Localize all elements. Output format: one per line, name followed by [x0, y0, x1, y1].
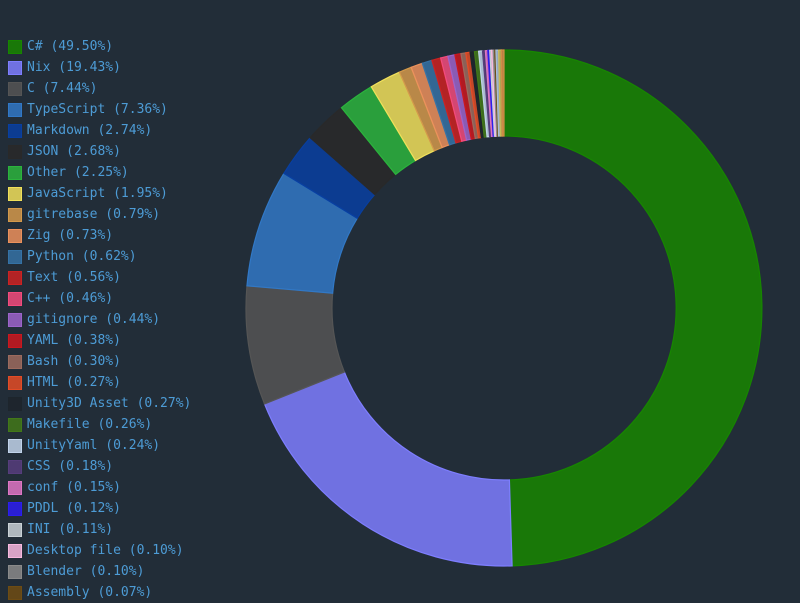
legend-label-unityyaml: UnityYaml (0.24%) — [27, 438, 161, 453]
legend-label-typescript: TypeScript (7.36%) — [27, 102, 168, 117]
legend-item-javascript[interactable]: JavaScript (1.95%) — [8, 183, 191, 204]
legend-swatch-markdown — [8, 123, 22, 138]
legend-swatch-other — [8, 165, 22, 180]
legend-swatch-makefile — [8, 417, 22, 432]
legend-item-desktop-file[interactable]: Desktop file (0.10%) — [8, 540, 191, 561]
legend-swatch-pddl — [8, 501, 22, 516]
legend-item-text[interactable]: Text (0.56%) — [8, 267, 191, 288]
legend-label-c: C (7.44%) — [27, 81, 98, 96]
legend-swatch-c — [8, 39, 22, 54]
legend-item-zig[interactable]: Zig (0.73%) — [8, 225, 191, 246]
legend-item-c[interactable]: C# (49.50%) — [8, 36, 191, 57]
chart-legend: C# (49.50%) Nix (19.43%) C (7.44%) TypeScri… — [8, 36, 191, 603]
legend-label-gitignore: gitignore (0.44%) — [27, 312, 161, 327]
legend-label-c: C++ (0.46%) — [27, 291, 114, 306]
legend-label-ini: INI (0.11%) — [27, 522, 114, 537]
legend-label-makefile: Makefile (0.26%) — [27, 417, 153, 432]
legend-item-unityyaml[interactable]: UnityYaml (0.24%) — [8, 435, 191, 456]
legend-item-python[interactable]: Python (0.62%) — [8, 246, 191, 267]
legend-swatch-json — [8, 144, 22, 159]
legend-item-c[interactable]: C++ (0.46%) — [8, 288, 191, 309]
legend-label-conf: conf (0.15%) — [27, 480, 121, 495]
legend-label-gitrebase: gitrebase (0.79%) — [27, 207, 161, 222]
legend-swatch-nix — [8, 60, 22, 75]
legend-swatch-assembly — [8, 585, 22, 600]
legend-item-blender[interactable]: Blender (0.10%) — [8, 561, 191, 582]
legend-swatch-text — [8, 270, 22, 285]
legend-swatch-ini — [8, 522, 22, 537]
legend-label-json: JSON (2.68%) — [27, 144, 121, 159]
legend-label-nix: Nix (19.43%) — [27, 60, 121, 75]
legend-swatch-python — [8, 249, 22, 264]
slice-c[interactable] — [503, 49, 763, 567]
legend-item-ini[interactable]: INI (0.11%) — [8, 519, 191, 540]
legend-swatch-bash — [8, 354, 22, 369]
legend-swatch-yaml — [8, 333, 22, 348]
legend-label-other: Other (2.25%) — [27, 165, 129, 180]
legend-item-other[interactable]: Other (2.25%) — [8, 162, 191, 183]
legend-swatch-css — [8, 459, 22, 474]
legend-swatch-c — [8, 81, 22, 96]
legend-item-conf[interactable]: conf (0.15%) — [8, 477, 191, 498]
legend-item-pddl[interactable]: PDDL (0.12%) — [8, 498, 191, 519]
legend-item-gitrebase[interactable]: gitrebase (0.79%) — [8, 204, 191, 225]
legend-label-markdown: Markdown (2.74%) — [27, 123, 153, 138]
legend-swatch-zig — [8, 228, 22, 243]
legend-item-bash[interactable]: Bash (0.30%) — [8, 351, 191, 372]
legend-label-css: CSS (0.18%) — [27, 459, 114, 474]
legend-item-css[interactable]: CSS (0.18%) — [8, 456, 191, 477]
legend-swatch-html — [8, 375, 22, 390]
legend-item-markdown[interactable]: Markdown (2.74%) — [8, 120, 191, 141]
legend-item-makefile[interactable]: Makefile (0.26%) — [8, 414, 191, 435]
slice-unlisted-3[interactable] — [500, 49, 505, 137]
legend-label-bash: Bash (0.30%) — [27, 354, 121, 369]
legend-item-yaml[interactable]: YAML (0.38%) — [8, 330, 191, 351]
legend-item-json[interactable]: JSON (2.68%) — [8, 141, 191, 162]
legend-swatch-typescript — [8, 102, 22, 117]
legend-label-html: HTML (0.27%) — [27, 375, 121, 390]
legend-label-yaml: YAML (0.38%) — [27, 333, 121, 348]
legend-label-pddl: PDDL (0.12%) — [27, 501, 121, 516]
legend-label-desktop-file: Desktop file (0.10%) — [27, 543, 184, 558]
legend-label-zig: Zig (0.73%) — [27, 228, 114, 243]
legend-swatch-gitignore — [8, 312, 22, 327]
legend-label-python: Python (0.62%) — [27, 249, 137, 264]
legend-swatch-desktop-file — [8, 543, 22, 558]
legend-swatch-blender — [8, 564, 22, 579]
legend-item-html[interactable]: HTML (0.27%) — [8, 372, 191, 393]
legend-label-unity3d-asset: Unity3D Asset (0.27%) — [27, 396, 192, 411]
legend-swatch-unityyaml — [8, 438, 22, 453]
legend-label-text: Text (0.56%) — [27, 270, 121, 285]
legend-label-javascript: JavaScript (1.95%) — [27, 186, 168, 201]
legend-label-assembly: Assembly (0.07%) — [27, 585, 153, 600]
slice-nix[interactable] — [263, 371, 513, 567]
legend-item-unity3d-asset[interactable]: Unity3D Asset (0.27%) — [8, 393, 191, 414]
legend-swatch-c — [8, 291, 22, 306]
legend-item-assembly[interactable]: Assembly (0.07%) — [8, 582, 191, 603]
legend-item-typescript[interactable]: TypeScript (7.36%) — [8, 99, 191, 120]
legend-label-c: C# (49.50%) — [27, 39, 114, 54]
legend-swatch-javascript — [8, 186, 22, 201]
legend-swatch-conf — [8, 480, 22, 495]
legend-item-gitignore[interactable]: gitignore (0.44%) — [8, 309, 191, 330]
legend-item-c[interactable]: C (7.44%) — [8, 78, 191, 99]
legend-item-nix[interactable]: Nix (19.43%) — [8, 57, 191, 78]
legend-label-blender: Blender (0.10%) — [27, 564, 145, 579]
legend-swatch-unity3d-asset — [8, 396, 22, 411]
legend-swatch-gitrebase — [8, 207, 22, 222]
